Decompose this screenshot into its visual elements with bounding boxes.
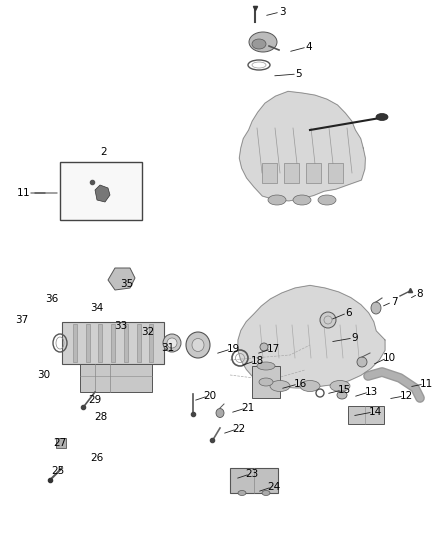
Text: 24: 24 [267, 482, 281, 492]
Bar [56, 438, 66, 448]
Text: 21: 21 [241, 403, 254, 413]
Text: 22: 22 [233, 424, 246, 434]
Ellipse shape [270, 381, 290, 392]
Text: 12: 12 [399, 391, 413, 401]
Bar [262, 163, 277, 183]
Ellipse shape [300, 381, 320, 392]
Text: 17: 17 [266, 344, 279, 354]
Bar [124, 324, 128, 362]
Text: 28: 28 [94, 412, 108, 422]
Text: 29: 29 [88, 395, 102, 405]
Text: 9: 9 [352, 333, 358, 343]
Bar [348, 406, 384, 424]
Bar [85, 324, 89, 362]
Text: 8: 8 [417, 289, 423, 299]
Ellipse shape [262, 490, 270, 496]
Ellipse shape [249, 32, 277, 52]
Ellipse shape [259, 378, 273, 386]
Bar [284, 163, 299, 183]
Polygon shape [108, 268, 135, 290]
Text: 3: 3 [279, 7, 285, 17]
Text: 27: 27 [53, 438, 67, 448]
Bar [73, 324, 77, 362]
Text: 36: 36 [46, 294, 59, 304]
Text: 1: 1 [17, 188, 23, 198]
Text: 13: 13 [364, 387, 378, 397]
Text: 23: 23 [245, 469, 258, 479]
Text: 11: 11 [419, 379, 433, 389]
Text: 35: 35 [120, 279, 134, 289]
Ellipse shape [167, 338, 177, 348]
Text: 32: 32 [141, 327, 155, 337]
Ellipse shape [216, 408, 224, 417]
Text: 14: 14 [368, 407, 381, 417]
Ellipse shape [320, 312, 336, 328]
Text: 33: 33 [114, 321, 127, 331]
Ellipse shape [337, 391, 347, 399]
Text: 7: 7 [391, 297, 397, 307]
Bar [62, 322, 164, 364]
Text: 25: 25 [51, 466, 65, 476]
Ellipse shape [238, 490, 246, 496]
Bar [252, 366, 280, 398]
Bar [80, 364, 152, 392]
Bar [98, 324, 102, 362]
Text: 10: 10 [382, 353, 396, 363]
Ellipse shape [252, 39, 266, 49]
Text: 31: 31 [161, 343, 175, 353]
Text: 19: 19 [226, 344, 240, 354]
Ellipse shape [318, 195, 336, 205]
Ellipse shape [268, 195, 286, 205]
Ellipse shape [371, 302, 381, 314]
Ellipse shape [260, 343, 268, 351]
Text: 34: 34 [90, 303, 104, 313]
Text: 30: 30 [37, 370, 50, 380]
Text: 5: 5 [296, 69, 302, 79]
Text: 15: 15 [337, 385, 351, 395]
Text: 37: 37 [15, 315, 28, 325]
Text: 18: 18 [251, 356, 264, 366]
Text: 2: 2 [101, 147, 107, 157]
Text: 6: 6 [346, 308, 352, 318]
Bar [328, 163, 343, 183]
Ellipse shape [163, 334, 181, 352]
Bar [111, 324, 115, 362]
Ellipse shape [186, 332, 210, 358]
Bar [60, 162, 142, 220]
Ellipse shape [257, 362, 275, 370]
Ellipse shape [357, 357, 367, 367]
Ellipse shape [293, 195, 311, 205]
Polygon shape [238, 285, 385, 388]
Bar [137, 324, 141, 362]
Bar [230, 468, 278, 493]
Polygon shape [239, 91, 365, 201]
Text: 4: 4 [306, 42, 312, 52]
Text: 20: 20 [203, 391, 216, 401]
Ellipse shape [330, 381, 350, 392]
Text: 1: 1 [23, 188, 29, 198]
Ellipse shape [192, 338, 204, 351]
Text: 16: 16 [293, 379, 307, 389]
Bar [306, 163, 321, 183]
Ellipse shape [376, 114, 388, 120]
Polygon shape [95, 185, 110, 202]
Text: 26: 26 [90, 453, 104, 463]
Bar [149, 324, 153, 362]
